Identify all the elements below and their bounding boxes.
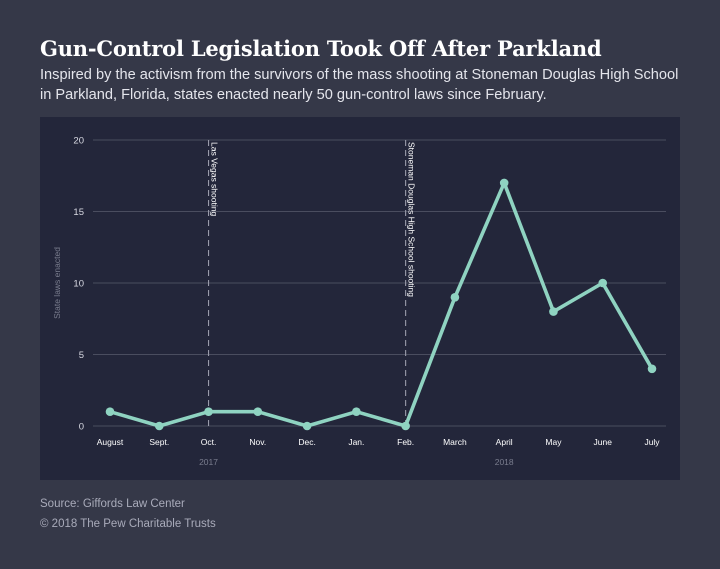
copyright-note: © 2018 The Pew Charitable Trusts	[40, 518, 216, 530]
series-line	[108, 181, 654, 428]
x-tick-label: June	[594, 437, 613, 447]
x-tick-label: August	[97, 437, 124, 447]
chart-subtitle: Inspired by the activism from the surviv…	[40, 67, 679, 103]
line-chart: 0 5 10 15 20 State laws enacted Las Vegas shoo…	[52, 136, 666, 467]
x-tick-label: Nov.	[249, 437, 266, 447]
data-point	[598, 278, 608, 288]
x-tick-label: Dec.	[298, 437, 315, 447]
chart-title: Gun-Control Legislation Took Off After P…	[40, 36, 602, 61]
x-tick-label: Jan.	[348, 437, 364, 447]
data-point	[302, 421, 312, 431]
x-tick-label: Oct.	[201, 437, 217, 447]
data-point	[450, 293, 460, 302]
data-point	[549, 307, 558, 316]
x-tick-label: July	[644, 437, 660, 447]
year-label: 2018	[495, 457, 514, 467]
data-point	[499, 178, 509, 188]
year-label: 2017	[199, 457, 218, 467]
data-point	[105, 407, 115, 417]
annotation-label: Stoneman Douglas High School shooting	[407, 142, 417, 297]
data-point	[204, 407, 213, 417]
data-point	[352, 407, 361, 417]
y-tick-label: 15	[73, 207, 84, 218]
annotation-label: Las Vegas shooting	[210, 142, 220, 216]
x-tick-label: May	[545, 437, 562, 447]
y-tick-label: 5	[79, 350, 84, 361]
y-axis-label: State laws enacted	[52, 247, 62, 319]
y-tick-label: 0	[79, 422, 84, 433]
data-point	[154, 421, 164, 431]
x-tick-label: Sept.	[149, 437, 169, 447]
source-note: Source: Giffords Law Center	[40, 498, 185, 510]
data-point	[647, 364, 657, 374]
x-tick-label: March	[443, 437, 467, 447]
data-point	[253, 407, 263, 417]
chart-panel: 0 5 10 15 20 State laws enacted Las Vegas shoo…	[40, 117, 680, 480]
y-tick-label: 20	[73, 136, 84, 147]
data-point	[401, 421, 410, 431]
y-tick-label: 10	[73, 279, 84, 290]
x-tick-label: April	[496, 437, 513, 447]
x-tick-label: Feb.	[397, 437, 414, 447]
